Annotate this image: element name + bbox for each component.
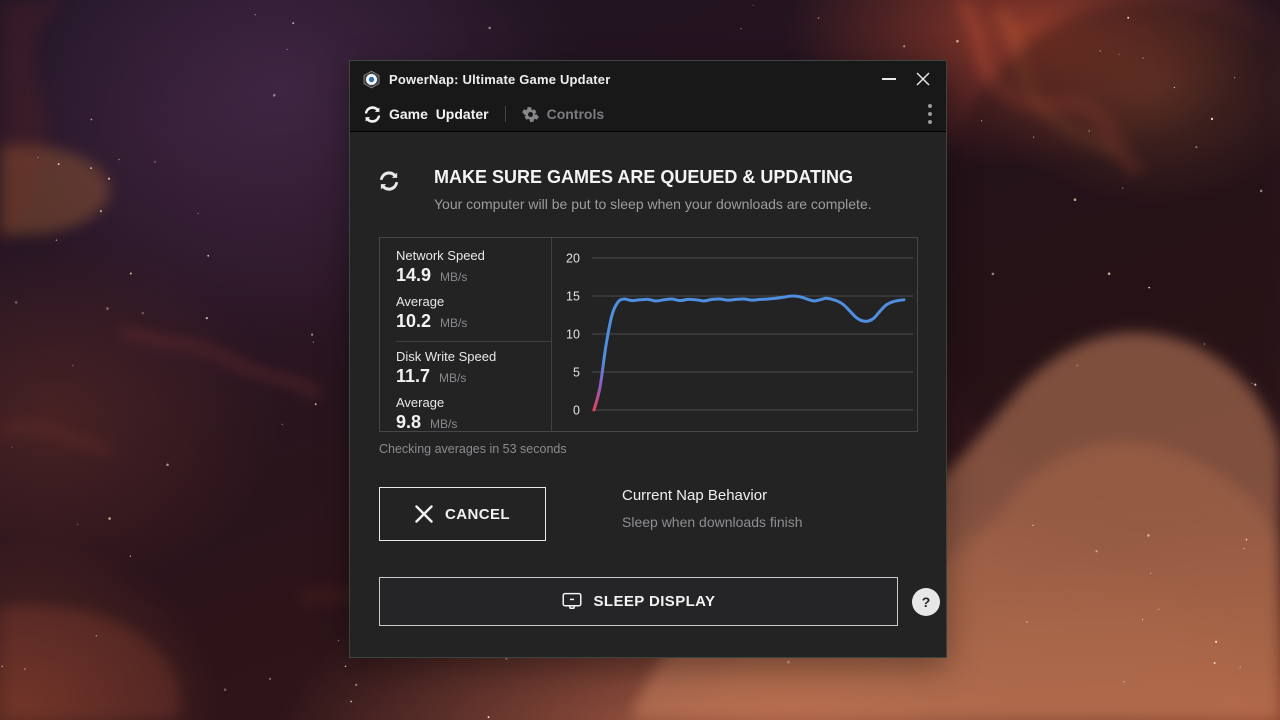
svg-text:20: 20 xyxy=(566,252,580,266)
svg-text:15: 15 xyxy=(566,290,580,304)
svg-text:0: 0 xyxy=(573,404,580,418)
svg-text:10: 10 xyxy=(566,328,580,342)
svg-text:5: 5 xyxy=(573,366,580,380)
